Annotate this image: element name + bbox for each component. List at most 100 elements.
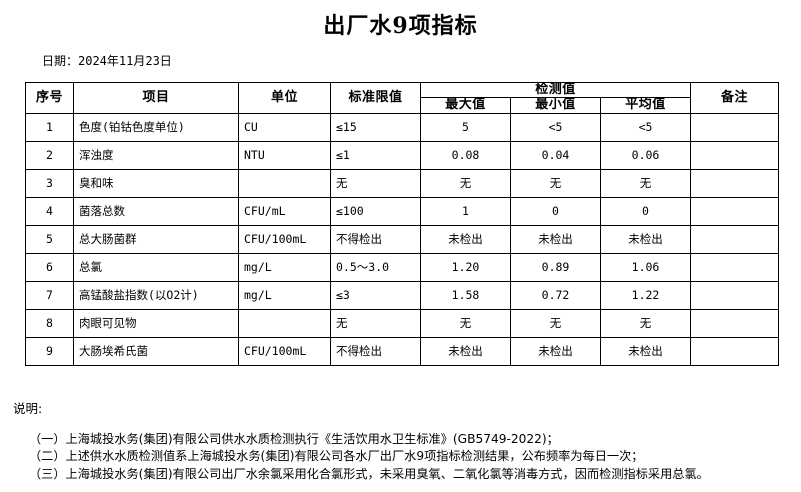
cell-remark (690, 140, 779, 170)
table-row: 9 大肠埃希氏菌 CFU/100mL 不得检出 未检出 未检出 未检出 (25, 336, 779, 366)
table-row: 8 肉眼可见物无无无无 (25, 308, 779, 338)
cell-unit: CFU/mL (238, 196, 331, 226)
cell-min: 未检出 (510, 224, 601, 254)
table-row: 1 色度(铂钴色度单位) CU ≤15 5 <5 <5 (25, 112, 779, 142)
cell-no: 7 (25, 280, 74, 310)
cell-min: <5 (510, 112, 601, 142)
column-header-unit: 单位 (238, 82, 331, 114)
table-row: 6 总氯 mg/L 0.5～3.0 1.20 0.89 1.06 (25, 252, 779, 282)
cell-item: 肉眼可见物 (73, 308, 239, 338)
table-row: 3 臭和味无无无无 (25, 168, 779, 198)
cell-avg: 0 (600, 196, 691, 226)
cell-no: 6 (25, 252, 74, 282)
cell-min: 未检出 (510, 336, 601, 366)
cell-limit: ≤3 (330, 280, 421, 310)
cell-unit: CFU/100mL (238, 336, 331, 366)
cell-remark (690, 252, 779, 282)
cell-unit: mg/L (238, 252, 331, 282)
cell-remark (690, 280, 779, 310)
water-quality-table: 序号 项目 单位 标准限值 检测值 备注 最大值 最小值 平均值 1 色度(铂钴色… (25, 81, 779, 366)
cell-avg: 未检出 (600, 336, 691, 366)
cell-no: 9 (25, 336, 74, 366)
cell-avg: 无 (600, 308, 691, 338)
cell-unit (238, 168, 331, 198)
table-body: 1 色度(铂钴色度单位) CU ≤15 5 <5 <5 2 浑浊度 NTU ≤1 0.08 0.04 0.… (25, 112, 779, 366)
header-row-sub: 最大值 最小值 平均值 (26, 97, 779, 114)
cell-unit: CU (238, 112, 331, 142)
cell-remark (690, 308, 779, 338)
column-header-limit: 标准限值 (330, 82, 421, 114)
cell-min: 0 (510, 196, 601, 226)
cell-unit: CFU/100mL (238, 224, 331, 254)
cell-max: 无 (420, 308, 511, 338)
cell-item: 大肠埃希氏菌 (73, 336, 239, 366)
cell-avg: 0.06 (600, 140, 691, 170)
cell-avg: 未检出 (600, 224, 691, 254)
cell-item: 总氯 (73, 252, 239, 282)
cell-avg: <5 (600, 112, 691, 142)
cell-no: 5 (25, 224, 74, 254)
column-header-detection-group: 检测值 (420, 81, 691, 99)
cell-item: 色度(铂钴色度单位) (73, 112, 239, 142)
column-header-no: 序号 (25, 82, 74, 114)
table-row: 7 高锰酸盐指数(以O2计) mg/L ≤3 1.58 0.72 1.22 (25, 280, 779, 310)
page-title: 出厂水9项指标 (323, 13, 478, 39)
cell-item: 菌落总数 (73, 196, 239, 226)
note-line: （三）上海城投水务(集团)有限公司出厂水余氯采用化合氯形式，未采用臭氧、二氧化氯… (29, 466, 709, 481)
cell-limit: ≤1 (330, 140, 421, 170)
cell-limit: 无 (330, 168, 421, 198)
cell-remark (690, 224, 779, 254)
cell-limit: ≤100 (330, 196, 421, 226)
cell-limit: ≤15 (330, 112, 421, 142)
cell-unit: mg/L (238, 280, 331, 310)
column-header-max: 最大值 (420, 97, 511, 114)
cell-avg: 1.06 (600, 252, 691, 282)
cell-max: 1 (420, 196, 511, 226)
cell-item: 高锰酸盐指数(以O2计) (73, 280, 239, 310)
table-row: 2 浑浊度 NTU ≤1 0.08 0.04 0.06 (25, 140, 779, 170)
cell-limit: 无 (330, 308, 421, 338)
note-line: （一）上海城投水务(集团)有限公司供水水质检测执行《生活饮用水卫生标准》(GB5… (29, 432, 559, 446)
cell-max: 1.20 (420, 252, 511, 282)
cell-no: 8 (25, 308, 74, 338)
notes-section: 说明: （一）上海城投水务(集团)有限公司供水水质检测执行《生活饮用水卫生标准》… (13, 398, 793, 483)
cell-max: 无 (420, 168, 511, 198)
cell-unit (238, 308, 331, 338)
cell-no: 2 (25, 140, 74, 170)
cell-max: 1.58 (420, 280, 511, 310)
cell-no: 4 (25, 196, 74, 226)
cell-min: 0.72 (510, 280, 601, 310)
cell-limit: 0.5～3.0 (330, 252, 421, 282)
cell-item: 浑浊度 (73, 140, 239, 170)
cell-max: 未检出 (420, 336, 511, 366)
cell-no: 1 (25, 112, 74, 142)
cell-remark (690, 168, 779, 198)
column-header-min: 最小值 (510, 97, 601, 114)
notes-list: （一）上海城投水务(集团)有限公司供水水质检测执行《生活饮用水卫生标准》(GB5… (13, 431, 793, 483)
header-row-top: 序号 项目 单位 标准限值 检测值 备注 (25, 81, 779, 114)
cell-item: 臭和味 (73, 168, 239, 198)
cell-min: 0.04 (510, 140, 601, 170)
note-line: （二）上述供水水质检测值系上海城投水务(集团)有限公司各水厂出厂水9项指标检测结… (29, 449, 644, 464)
table-row: 4 菌落总数 CFU/mL ≤100 1 0 0 (25, 196, 779, 226)
cell-min: 无 (510, 168, 601, 198)
report-date: 日期：2024年11月23日 (42, 54, 172, 68)
cell-no: 3 (25, 168, 74, 198)
column-header-remark: 备注 (690, 82, 779, 114)
cell-max: 0.08 (420, 140, 511, 170)
column-header-avg: 平均值 (600, 97, 691, 114)
cell-avg: 1.22 (600, 280, 691, 310)
cell-item: 总大肠菌群 (73, 224, 239, 254)
cell-remark (690, 196, 779, 226)
cell-max: 未检出 (420, 224, 511, 254)
table-row: 5 总大肠菌群 CFU/100mL 不得检出 未检出 未检出 未检出 (25, 224, 779, 254)
cell-avg: 无 (600, 168, 691, 198)
cell-max: 5 (420, 112, 511, 142)
table-header: 序号 项目 单位 标准限值 检测值 备注 最大值 最小值 平均值 (25, 81, 779, 114)
cell-unit: NTU (238, 140, 331, 170)
cell-limit: 不得检出 (330, 336, 421, 366)
column-header-item: 项目 (73, 82, 239, 114)
notes-heading: 说明: (13, 401, 43, 416)
cell-remark (690, 336, 779, 366)
cell-min: 无 (510, 308, 601, 338)
